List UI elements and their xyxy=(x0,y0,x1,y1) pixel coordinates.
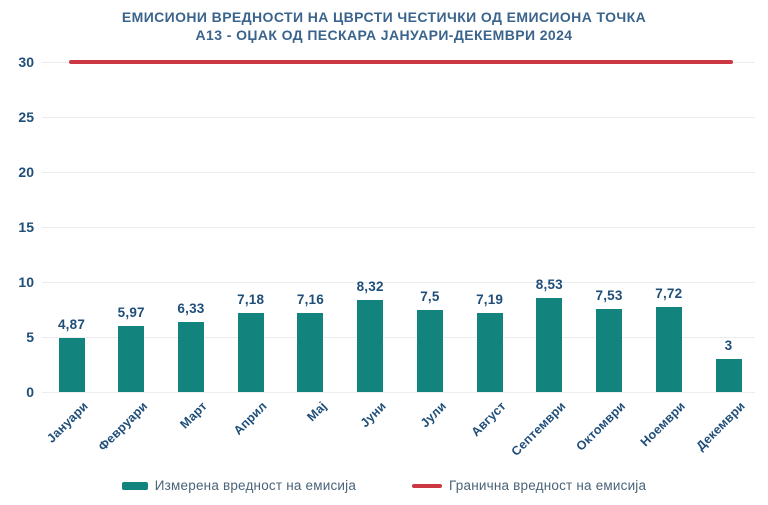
bar-value-label: 7,53 xyxy=(595,288,623,304)
chart-title: ЕМИСИОНИ ВРЕДНОСТИ НА ЦВРСТИ ЧЕСТИЧКИ ОД… xyxy=(0,8,768,44)
bar-Март xyxy=(177,322,204,392)
bar-value-label: 7,19 xyxy=(476,291,504,307)
limit-value-line xyxy=(69,60,733,64)
bar-Февруари xyxy=(118,326,145,392)
x-axis-label-Февруари: Февруари xyxy=(95,399,151,454)
bar-Април xyxy=(237,313,264,392)
bar-value-label: 3 xyxy=(724,338,733,353)
chart-title-line-1: ЕМИСИОНИ ВРЕДНОСТИ НА ЦВРСТИ ЧЕСТИЧКИ ОД… xyxy=(121,9,647,25)
y-axis-tick-30: 30 xyxy=(18,54,34,70)
legend-item-measured: Измерена вредност на емисија xyxy=(121,478,357,493)
x-axis-label-Декември: Декември xyxy=(693,399,748,454)
gridline-20 xyxy=(42,171,755,173)
legend-item-limit: Гранична вредност на емисија xyxy=(412,478,646,493)
bar-value-label: 7,72 xyxy=(655,286,683,302)
x-axis-label-Април: Април xyxy=(230,399,270,438)
bar-Декември xyxy=(715,359,742,392)
y-axis-tick-10: 10 xyxy=(18,274,34,290)
bar-value-label: 7,18 xyxy=(237,292,265,308)
gridline-25 xyxy=(42,116,755,118)
x-axis-label-Октомври: Октомври xyxy=(573,399,628,454)
bar-value-label: 5,97 xyxy=(117,305,145,321)
y-axis-tick-25: 25 xyxy=(18,109,34,125)
chart-title-line-2: А13 - ОЏАК ОД ПЕСКАРА ЈАНУАРИ-ДЕКЕМВРИ 2… xyxy=(195,27,573,43)
bar-value-label: 6,33 xyxy=(177,301,205,317)
bar-Ноември xyxy=(655,307,682,392)
legend-label-limit: Гранична вредност на емисија xyxy=(449,478,647,493)
bar-Јануари xyxy=(58,338,85,392)
x-axis-label-Мај: Мај xyxy=(304,399,330,425)
chart-legend: Измерена вредност на емисија Гранична вр… xyxy=(0,478,768,493)
y-axis-tick-5: 5 xyxy=(26,329,34,345)
bar-value-label: 8,32 xyxy=(356,279,384,295)
bar-Август xyxy=(476,312,503,392)
x-axis-label-Јули: Јули xyxy=(417,399,449,431)
bar-Мај xyxy=(297,313,324,392)
gridline-5 xyxy=(42,336,755,338)
limit-line-swatch-icon xyxy=(412,483,443,488)
bar-Септември xyxy=(536,298,563,392)
x-axis-label-Јануари: Јануари xyxy=(43,399,91,446)
gridline-0 xyxy=(42,391,755,393)
bar-value-label: 7,5 xyxy=(420,288,440,304)
bar-Јули xyxy=(416,309,443,392)
y-axis-tick-0: 0 xyxy=(26,384,34,400)
bar-value-label: 8,53 xyxy=(535,277,563,293)
measured-series-swatch-icon xyxy=(121,481,148,490)
y-axis-tick-20: 20 xyxy=(18,164,34,180)
bar-Јуни xyxy=(357,300,384,392)
x-axis-label-Март: Март xyxy=(177,399,210,432)
bar-value-label: 4,87 xyxy=(57,317,86,333)
bar-Октомври xyxy=(596,309,623,392)
x-axis-label-Ноември: Ноември xyxy=(637,399,688,450)
x-axis-label-Јуни: Јуни xyxy=(357,399,390,431)
bar-value-label: 7,16 xyxy=(296,292,324,308)
y-axis-tick-15: 15 xyxy=(18,219,34,235)
x-axis-label-Август: Август xyxy=(468,399,509,440)
gridline-15 xyxy=(42,226,755,228)
gridline-10 xyxy=(42,281,755,283)
x-axis-label-Септември: Септември xyxy=(508,399,569,459)
legend-label-measured: Измерена вредност на емисија xyxy=(154,478,357,493)
